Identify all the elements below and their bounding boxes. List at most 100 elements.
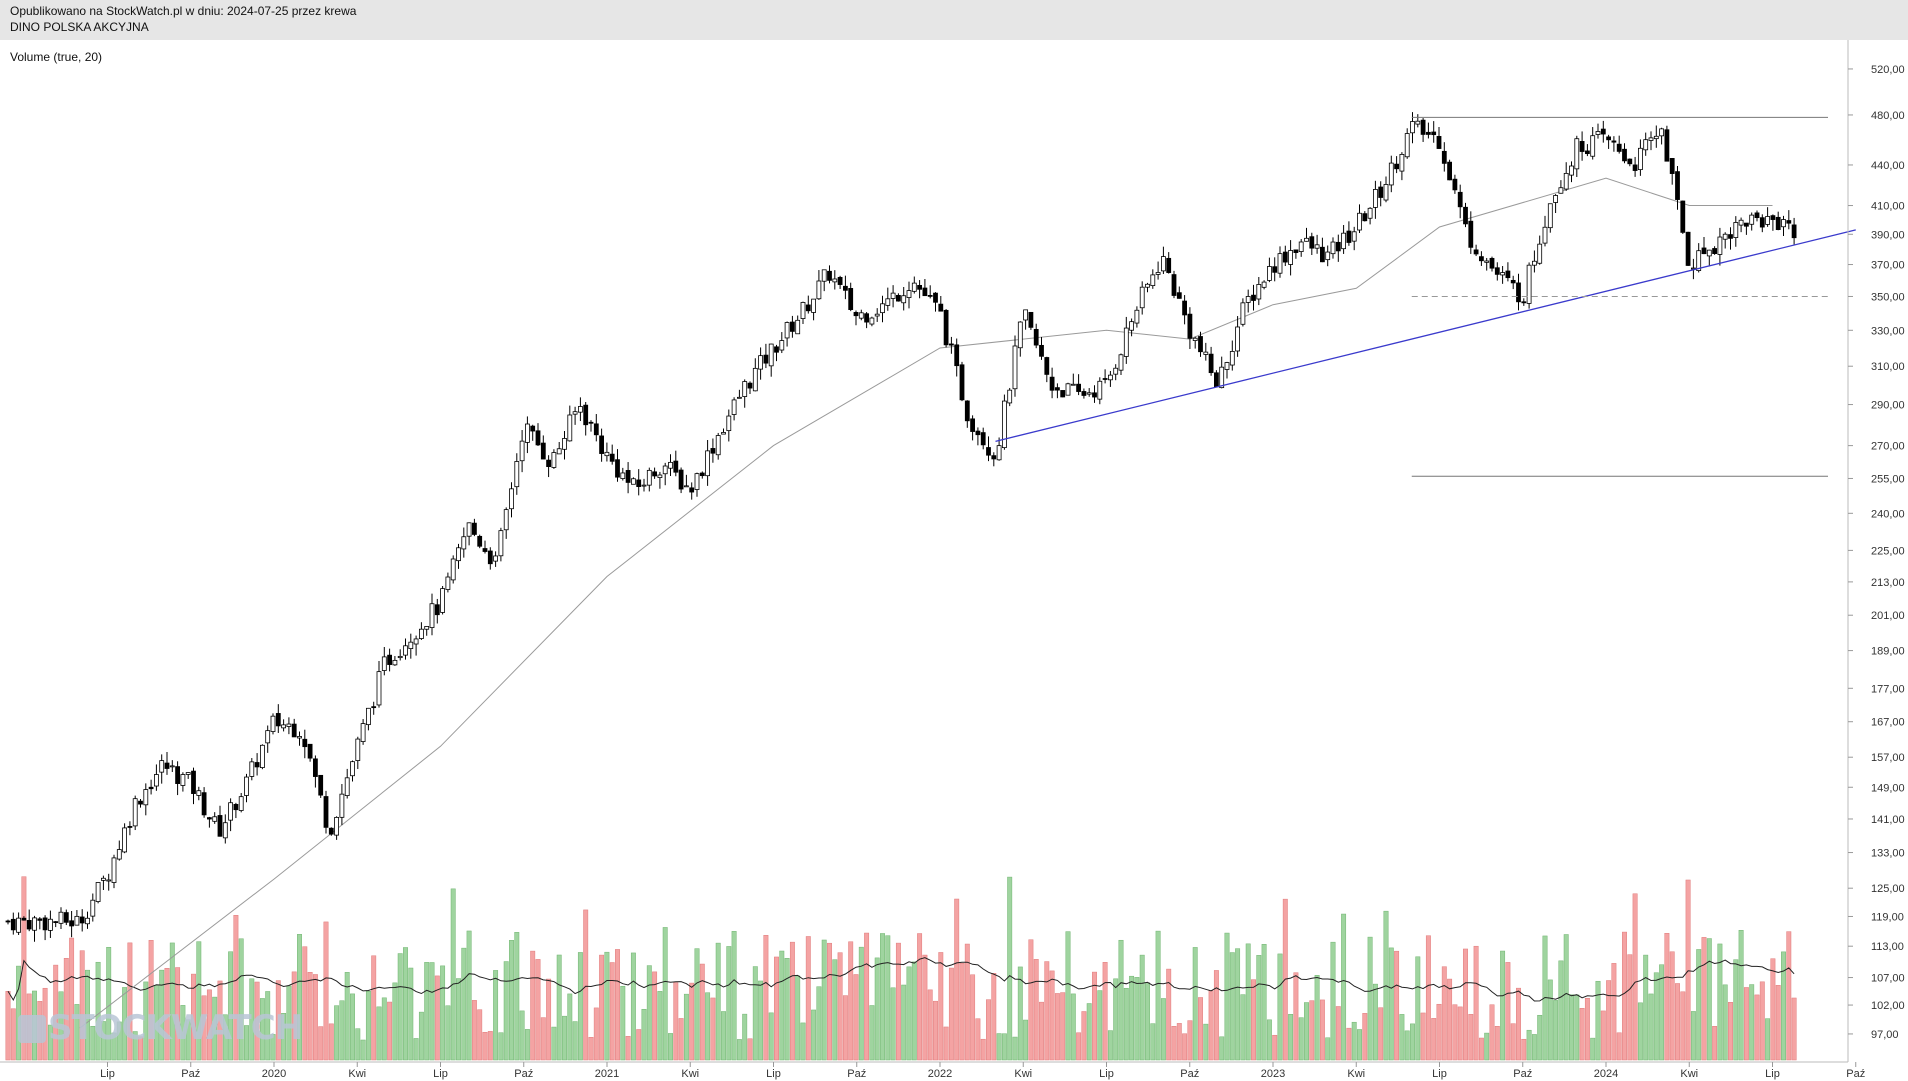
candle-body (1176, 292, 1182, 299)
x-tick-label: Paź (514, 1068, 533, 1080)
volume-bar (1500, 950, 1506, 1061)
volume-bar (1505, 962, 1511, 1061)
candle-body (1590, 135, 1596, 157)
candle-body (1039, 344, 1044, 357)
candle-body (111, 857, 117, 883)
candle-body (625, 470, 631, 483)
volume-bar (1415, 956, 1421, 1061)
volume-bar (583, 909, 589, 1061)
volume-bar (1770, 958, 1776, 1061)
volume-bar (344, 972, 350, 1061)
candle-body (1251, 294, 1256, 301)
candle-body (1463, 206, 1468, 225)
volume-bar (297, 934, 302, 1061)
candle-body (763, 354, 769, 364)
candle-body (487, 550, 493, 565)
candle-body (1553, 195, 1558, 203)
candle-body (1537, 243, 1543, 264)
volume-bar (1166, 968, 1172, 1061)
candle-body (159, 760, 165, 773)
x-tick-label: Kwi (1014, 1068, 1032, 1080)
candle-body (1102, 378, 1108, 380)
candle-body (1563, 172, 1569, 190)
candle-body (535, 430, 541, 446)
candle-body (1002, 400, 1007, 449)
candle-body (514, 461, 520, 488)
volume-bar (1611, 963, 1617, 1061)
candle-body (445, 576, 451, 590)
stockwatch-logo: STOCKWATCH (18, 1008, 303, 1048)
y-tick-label: 440,00 (1871, 160, 1905, 172)
volume-bar (1420, 1012, 1426, 1061)
volume-bar (201, 995, 207, 1061)
volume-bar (1754, 994, 1760, 1061)
candle-body (1245, 296, 1251, 303)
volume-bar (1044, 961, 1050, 1061)
volume-bar (567, 993, 573, 1061)
volume-bar (1653, 972, 1659, 1061)
volume-bar (1441, 966, 1447, 1061)
volume-bar (848, 941, 854, 1061)
candle-body (153, 774, 159, 787)
volume-bar (222, 1014, 228, 1061)
candle-body (1314, 244, 1320, 249)
candle-body (1669, 158, 1675, 174)
candle-body (1320, 246, 1325, 263)
volume-bar (1463, 948, 1468, 1061)
candle-body (758, 355, 763, 370)
volume-bar (609, 962, 615, 1061)
volume-bar (546, 978, 552, 1061)
candle-body (927, 294, 933, 297)
volume-bar (1547, 979, 1553, 1061)
candle-body (816, 280, 822, 300)
volume-bar (959, 962, 965, 1061)
candle-body (302, 738, 308, 748)
candle-body (1203, 351, 1209, 355)
volume-bar (498, 1032, 504, 1061)
candle-body (461, 536, 467, 550)
volume-bar (307, 972, 313, 1061)
volume-bar (901, 984, 907, 1061)
volume-bar (461, 947, 467, 1061)
volume-bar (816, 986, 822, 1061)
candle-body (1659, 128, 1664, 137)
volume-bar (445, 1005, 451, 1061)
volume-bar (1728, 1002, 1733, 1061)
volume-bar (1192, 947, 1198, 1061)
candle-body (540, 442, 546, 460)
volume-bar (678, 1018, 684, 1061)
x-tick-label: 2020 (262, 1068, 286, 1080)
volume-bar (1696, 949, 1702, 1061)
candle-body (1086, 392, 1092, 395)
candle-body (1118, 354, 1124, 371)
candle-body (371, 706, 377, 709)
y-tick-label: 119,00 (1871, 911, 1904, 923)
volume-bar (1251, 979, 1256, 1061)
candle-body (779, 340, 785, 351)
candle-body (673, 460, 679, 473)
x-tick-label: Lip (766, 1068, 781, 1080)
volume-bar (1521, 1038, 1527, 1061)
volume-bar (487, 1031, 493, 1061)
volume-bar (906, 966, 912, 1061)
candle-body (1722, 233, 1728, 240)
x-tick-label: 2022 (928, 1068, 952, 1080)
y-tick-label: 410,00 (1871, 201, 1905, 213)
candle-body (164, 762, 170, 769)
x-tick-label: Kwi (1680, 1068, 1698, 1080)
candle-body (1182, 300, 1187, 316)
volume-bar (784, 958, 790, 1061)
volume-bar (69, 937, 75, 1061)
volume-bar (970, 974, 976, 1061)
candle-body (1569, 165, 1574, 176)
candle-body (16, 917, 22, 933)
volume-bar (381, 997, 387, 1061)
candle-body (1510, 279, 1516, 284)
volume-bar (615, 949, 620, 1061)
volume-bar (482, 1031, 488, 1061)
volume-bar (429, 962, 435, 1061)
volume-bar (1362, 1013, 1368, 1061)
volume-bar (721, 1011, 726, 1061)
volume-bar (339, 1000, 345, 1061)
